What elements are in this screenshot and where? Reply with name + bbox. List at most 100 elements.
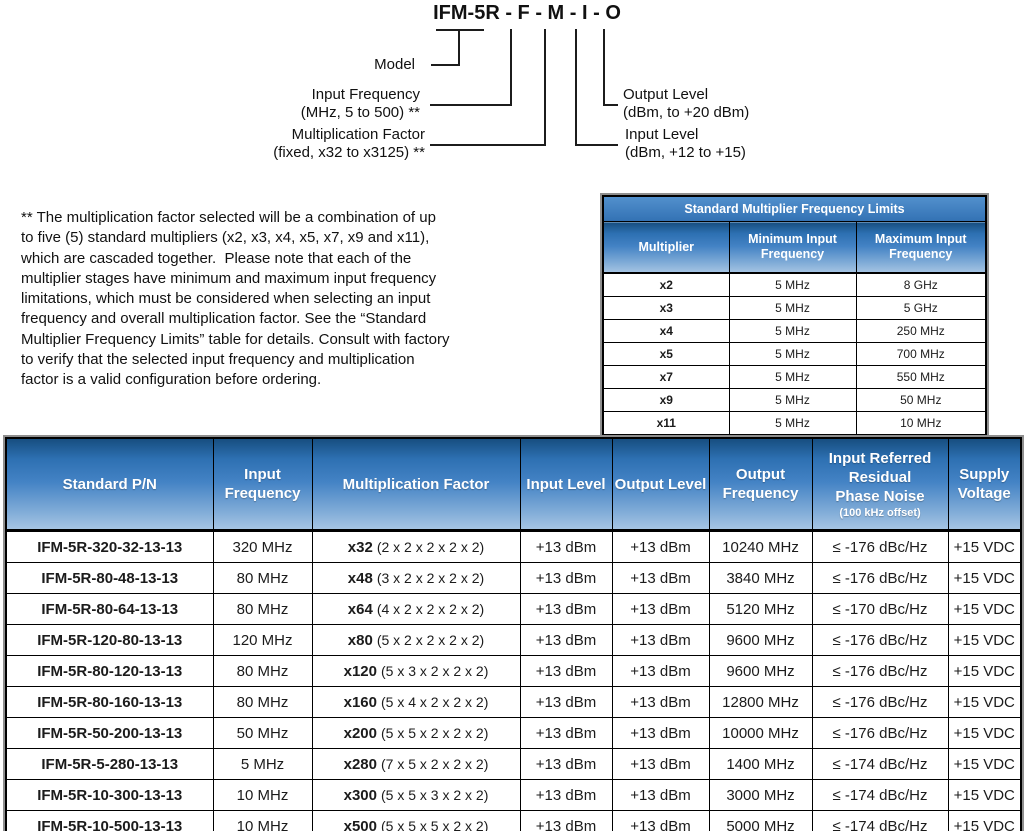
specs-header-phase-noise: Input Referred Residual Phase Noise (100…: [811, 437, 949, 532]
specs-row: IFM-5R-10-300-13-13 10 MHz x300 (5 x 5 x …: [5, 779, 1022, 811]
cell-input-frequency: 80 MHz: [212, 655, 313, 687]
specs-header-output-level: Output Level: [611, 437, 710, 532]
mult-factor: x200: [343, 724, 377, 742]
limits-cell-min: 5 MHz: [728, 411, 857, 436]
specs-header-output-frequency: Output Frequency: [708, 437, 813, 532]
mult-factor: x280: [343, 755, 377, 773]
mult-factor-detail: (5 x 5 x 3 x 2 x 2): [381, 786, 489, 803]
cell-output-level: +13 dBm: [611, 717, 710, 749]
cell-output-frequency: 10240 MHz: [708, 530, 813, 563]
cell-phase-noise: ≤ -170 dBc/Hz: [811, 593, 949, 625]
input-level-connector-horizontal: [575, 144, 618, 146]
input-frequency-label-text: Input Frequency: [311, 86, 420, 103]
input-frequency-label: Input Frequency (MHz, 5 to 500) **: [220, 86, 420, 122]
mult-factor-detail: (5 x 5 x 2 x 2 x 2): [381, 724, 489, 741]
cell-multiplication-factor: x80 (5 x 2 x 2 x 2 x 2): [311, 624, 521, 656]
limits-table: Standard Multiplier Frequency Limits Mul…: [599, 193, 990, 438]
mult-factor: x80: [347, 631, 373, 649]
mult-factor-detail: (7 x 5 x 2 x 2 x 2): [381, 755, 489, 772]
specs-row: IFM-5R-80-64-13-13 80 MHz x64 (4 x 2 x 2 …: [5, 593, 1022, 625]
limits-cell-multiplier: x11: [602, 411, 730, 436]
mult-factor: x300: [343, 786, 377, 804]
cell-input-frequency: 80 MHz: [212, 562, 313, 594]
cell-output-level: +13 dBm: [611, 624, 710, 656]
model-connector-horizontal: [431, 64, 460, 66]
model-label: Model: [215, 56, 415, 74]
specs-header-multiplication-factor: Multiplication Factor: [311, 437, 521, 532]
cell-standard-pn: IFM-5R-80-64-13-13: [5, 593, 214, 625]
limits-cell-max: 700 MHz: [855, 342, 987, 366]
cell-standard-pn: IFM-5R-120-80-13-13: [5, 624, 214, 656]
specs-header-standard-pn: Standard P/N: [5, 437, 214, 532]
cell-input-level: +13 dBm: [519, 624, 613, 656]
cell-input-frequency: 80 MHz: [212, 686, 313, 718]
cell-supply-voltage: +15 VDC: [947, 686, 1022, 718]
specs-row: IFM-5R-80-160-13-13 80 MHz x160 (5 x 4 x …: [5, 686, 1022, 718]
cell-output-frequency: 9600 MHz: [708, 624, 813, 656]
input-level-label-sub: (dBm, +12 to +15): [625, 144, 746, 161]
phase-noise-header-line3: Phase Noise: [835, 487, 925, 505]
cell-standard-pn: IFM-5R-80-160-13-13: [5, 686, 214, 718]
limits-table-title: Standard Multiplier Frequency Limits: [602, 195, 987, 222]
input-level-label: Input Level (dBm, +12 to +15): [625, 126, 825, 162]
cell-output-level: +13 dBm: [611, 810, 710, 831]
cell-output-frequency: 1400 MHz: [708, 748, 813, 780]
model-label-text: Model: [374, 56, 415, 73]
limits-table-title-row: Standard Multiplier Frequency Limits: [602, 195, 987, 222]
cell-phase-noise: ≤ -174 dBc/Hz: [811, 779, 949, 811]
limits-row: x5 5 MHz 700 MHz: [602, 342, 987, 366]
limits-cell-multiplier: x3: [602, 296, 730, 320]
mult-factor: x64: [347, 600, 373, 618]
cell-input-frequency: 80 MHz: [212, 593, 313, 625]
specs-row: IFM-5R-80-120-13-13 80 MHz x120 (5 x 3 x …: [5, 655, 1022, 687]
cell-input-frequency: 50 MHz: [212, 717, 313, 749]
cell-input-level: +13 dBm: [519, 655, 613, 687]
cell-supply-voltage: +15 VDC: [947, 810, 1022, 831]
mult-factor-detail: (2 x 2 x 2 x 2 x 2): [376, 538, 485, 555]
input-level-label-text: Input Level: [625, 126, 699, 143]
mult-factor: x160: [343, 693, 377, 711]
cell-standard-pn: IFM-5R-10-500-13-13: [5, 810, 214, 831]
cell-multiplication-factor: x280 (7 x 5 x 2 x 2 x 2): [311, 748, 521, 780]
cell-output-frequency: 10000 MHz: [708, 717, 813, 749]
limits-row: x11 5 MHz 10 MHz: [602, 411, 987, 436]
output-level-connector-horizontal: [603, 104, 618, 106]
limits-cell-max: 550 MHz: [855, 365, 987, 389]
mult-factor-detail: (5 x 4 x 2 x 2 x 2): [381, 693, 489, 710]
multiplication-factor-connector-vertical: [544, 29, 546, 146]
cell-output-level: +13 dBm: [611, 748, 710, 780]
cell-phase-noise: ≤ -176 dBc/Hz: [811, 624, 949, 656]
input-frequency-label-sub: (MHz, 5 to 500) **: [300, 104, 420, 121]
output-level-label: Output Level (dBm, to +20 dBm): [623, 86, 823, 122]
cell-input-level: +13 dBm: [519, 748, 613, 780]
cell-supply-voltage: +15 VDC: [947, 717, 1022, 749]
specs-row: IFM-5R-80-48-13-13 80 MHz x48 (3 x 2 x 2 …: [5, 562, 1022, 594]
specs-row: IFM-5R-5-280-13-13 5 MHz x280 (7 x 5 x 2 …: [5, 748, 1022, 780]
cell-standard-pn: IFM-5R-320-32-13-13: [5, 530, 214, 563]
multiplication-factor-label-sub: (fixed, x32 to x3125) **: [273, 144, 425, 161]
cell-multiplication-factor: x300 (5 x 5 x 3 x 2 x 2): [311, 779, 521, 811]
mult-factor-detail: (5 x 2 x 2 x 2 x 2): [376, 631, 485, 648]
cell-output-frequency: 5120 MHz: [708, 593, 813, 625]
multiplier-footnote: ** The multiplication factor selected wi…: [21, 209, 450, 389]
cell-standard-pn: IFM-5R-80-120-13-13: [5, 655, 214, 687]
limits-cell-max: 10 MHz: [855, 411, 987, 436]
cell-input-frequency: 10 MHz: [212, 779, 313, 811]
output-level-connector-vertical: [603, 29, 605, 106]
limits-header-multiplier: Multiplier: [602, 221, 730, 274]
limits-cell-multiplier: x4: [602, 319, 730, 343]
mult-factor: x32: [347, 538, 373, 556]
mult-factor: x500: [343, 817, 377, 831]
cell-multiplication-factor: x48 (3 x 2 x 2 x 2 x 2): [311, 562, 521, 594]
limits-row: x4 5 MHz 250 MHz: [602, 319, 987, 343]
limits-cell-max: 50 MHz: [855, 388, 987, 412]
model-underline: [436, 29, 484, 31]
mult-factor: x120: [343, 662, 377, 680]
cell-supply-voltage: +15 VDC: [947, 530, 1022, 563]
limits-cell-min: 5 MHz: [728, 319, 857, 343]
cell-multiplication-factor: x64 (4 x 2 x 2 x 2 x 2): [311, 593, 521, 625]
phase-noise-header-line2: Residual: [848, 468, 912, 486]
specs-header-input-level: Input Level: [519, 437, 613, 532]
limits-cell-multiplier: x7: [602, 365, 730, 389]
